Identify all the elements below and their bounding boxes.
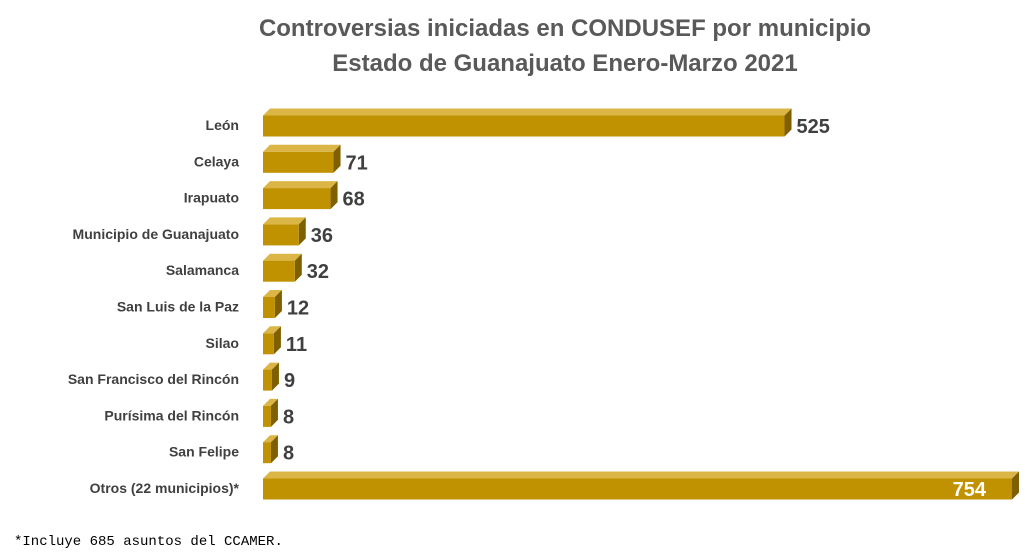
bar-side-face bbox=[294, 253, 302, 282]
data-label: 32 bbox=[307, 261, 329, 283]
data-label: 71 bbox=[346, 152, 368, 174]
chart-subtitle: Estado de Guanajuato Enero-Marzo 2021 bbox=[332, 50, 798, 77]
category-label: San Felipe bbox=[169, 444, 239, 460]
bar bbox=[263, 297, 275, 318]
bar-top-face bbox=[263, 398, 278, 406]
bar bbox=[263, 151, 334, 173]
category-label: León bbox=[206, 117, 239, 133]
bar bbox=[263, 260, 295, 282]
bar bbox=[263, 224, 299, 246]
bar-side-face bbox=[330, 181, 338, 210]
data-label: 754 bbox=[953, 479, 987, 501]
bar-side-face bbox=[270, 435, 278, 464]
bar-top-face bbox=[263, 181, 338, 189]
data-label: 12 bbox=[287, 298, 309, 320]
bar-top-face bbox=[263, 362, 279, 370]
data-label: 8 bbox=[283, 443, 294, 465]
bar-top-face bbox=[263, 435, 278, 443]
category-label: Salamanca bbox=[166, 262, 239, 278]
data-label: 68 bbox=[343, 189, 365, 211]
bar bbox=[263, 188, 331, 210]
data-label: 11 bbox=[286, 334, 307, 356]
bar-side-face bbox=[1012, 471, 1019, 500]
category-label: Irapuato bbox=[184, 190, 239, 206]
bar-side-face bbox=[274, 290, 282, 318]
category-label: Municipio de Guanajuato bbox=[73, 226, 239, 242]
category-label: Otros (22 municipios)* bbox=[90, 480, 240, 496]
category-label: San Luis de la Paz bbox=[117, 299, 239, 315]
category-label: San Francisco del Rincón bbox=[68, 371, 239, 387]
chart-title: Controversias iniciadas en CONDUSEF por … bbox=[258, 15, 872, 42]
bar-side-face bbox=[270, 398, 278, 427]
data-label: 525 bbox=[797, 116, 830, 138]
bar-top-face bbox=[263, 253, 302, 261]
bar bbox=[263, 405, 271, 427]
bar bbox=[263, 369, 272, 391]
category-label: Purísima del Rincón bbox=[104, 407, 239, 423]
bar-side-face bbox=[784, 108, 792, 137]
footnote: *Incluye 685 asuntos del CCAMER. bbox=[14, 534, 283, 550]
bar-top-face bbox=[263, 326, 281, 334]
bar-side-face bbox=[298, 217, 306, 246]
bar-top-face bbox=[263, 471, 1019, 479]
bar-side-face bbox=[333, 144, 341, 173]
data-label: 36 bbox=[311, 225, 333, 247]
bar bbox=[263, 478, 1012, 500]
data-label: 8 bbox=[283, 406, 294, 428]
bar bbox=[263, 115, 785, 137]
bar-top-face bbox=[263, 144, 341, 152]
bar bbox=[263, 333, 274, 355]
data-label: 9 bbox=[284, 370, 295, 392]
bar-top-face bbox=[263, 108, 792, 116]
bar-top-face bbox=[263, 217, 306, 225]
category-label: Silao bbox=[206, 335, 239, 351]
bar bbox=[263, 442, 271, 464]
bar-top-face bbox=[263, 290, 282, 297]
bar-side-face bbox=[273, 326, 281, 355]
category-label: Celaya bbox=[194, 153, 239, 169]
bar-side-face bbox=[271, 362, 279, 391]
